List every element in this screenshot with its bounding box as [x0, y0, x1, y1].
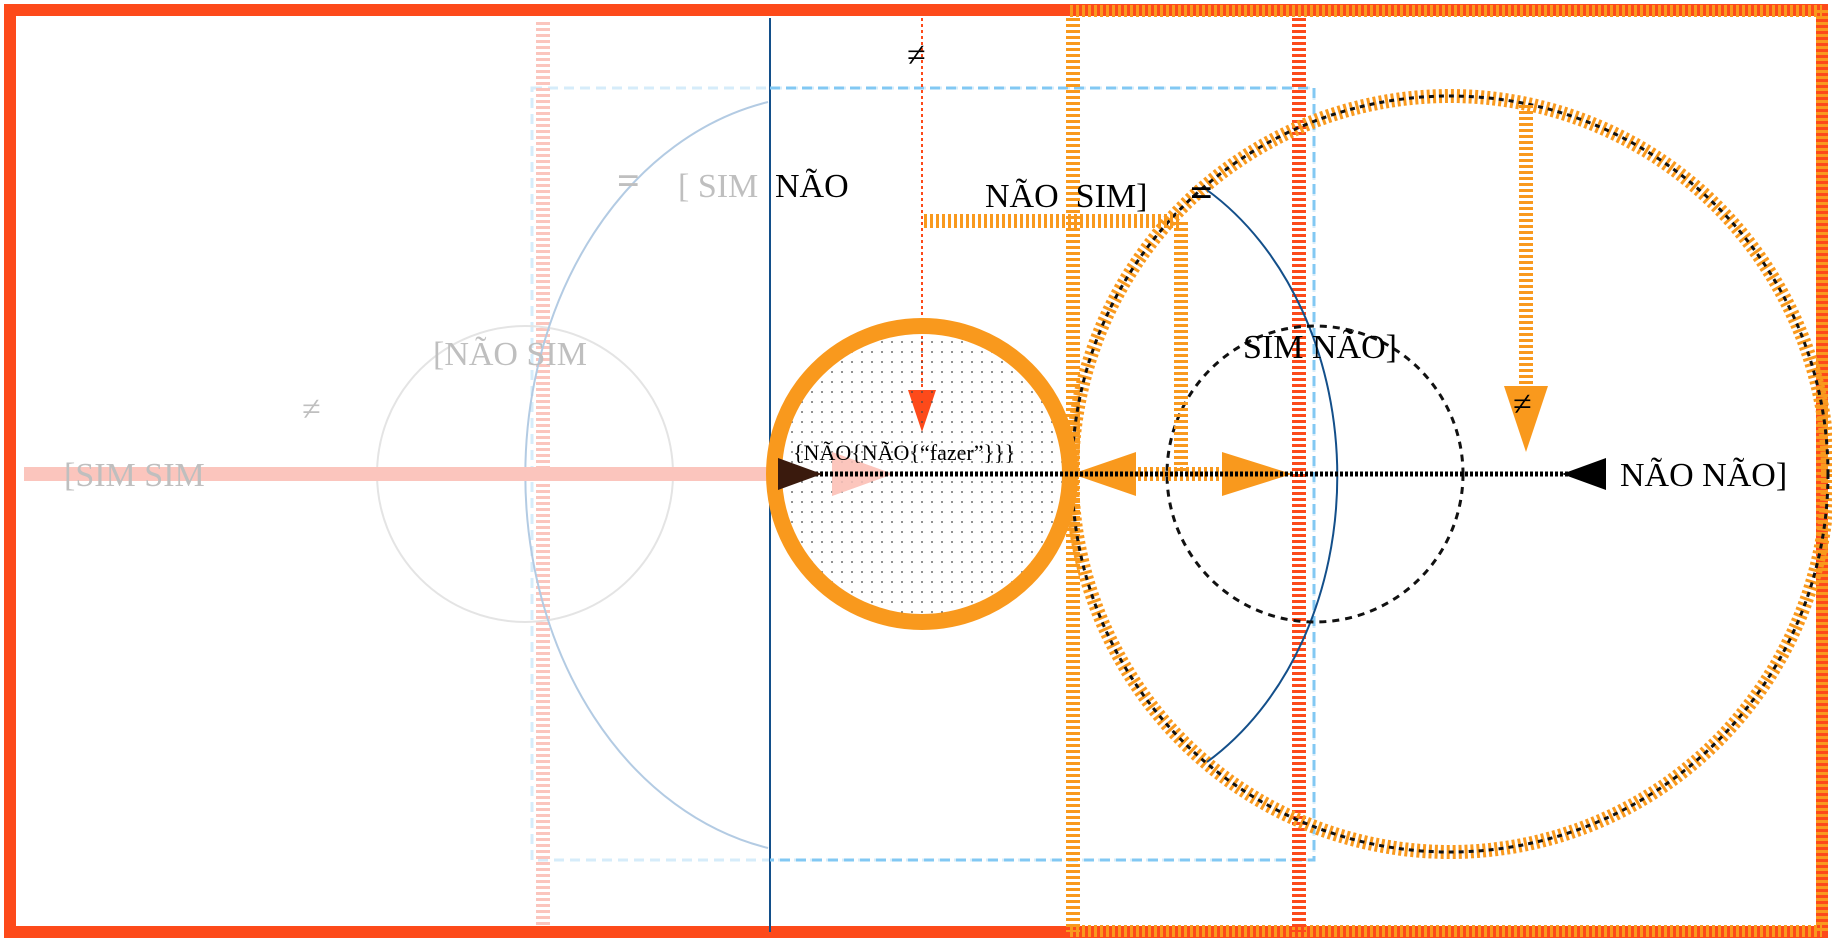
orange-left-arrowhead: [1072, 452, 1136, 496]
symbol-neq-left: ≠: [302, 391, 321, 428]
dark-right-arrowhead: [778, 458, 822, 490]
blue-dashed-rect: [770, 86, 1316, 862]
symbol-eq-left: =: [617, 158, 640, 203]
symbol-eq-right: =: [1190, 170, 1213, 215]
label-sim-top: [ SIM: [678, 168, 758, 205]
orange-down-arrowhead: [1504, 386, 1548, 452]
orange-hatched-connector: [924, 214, 1188, 474]
label-sim-nao-circle: SIM NÃO]: [1243, 329, 1397, 366]
black-left-arrowhead: [1562, 458, 1606, 490]
label-nao-top: NÃO: [775, 168, 849, 205]
label-nao-nao: NÃO NÃO]: [1620, 457, 1787, 494]
label-nao-sim-right: NÃO SIM]: [985, 178, 1147, 215]
label-nao-sim-left: [NÃO SIM: [433, 336, 587, 373]
symbol-neq-right: ≠: [1513, 386, 1532, 423]
label-sim-sim: [SIM SIM: [64, 457, 205, 494]
large-circle-black-dash: [1070, 94, 1830, 854]
label-center-text: {NÃO{NÃO{“fazer”}}}: [793, 440, 1015, 465]
symbol-neq-top: ≠: [907, 37, 926, 74]
